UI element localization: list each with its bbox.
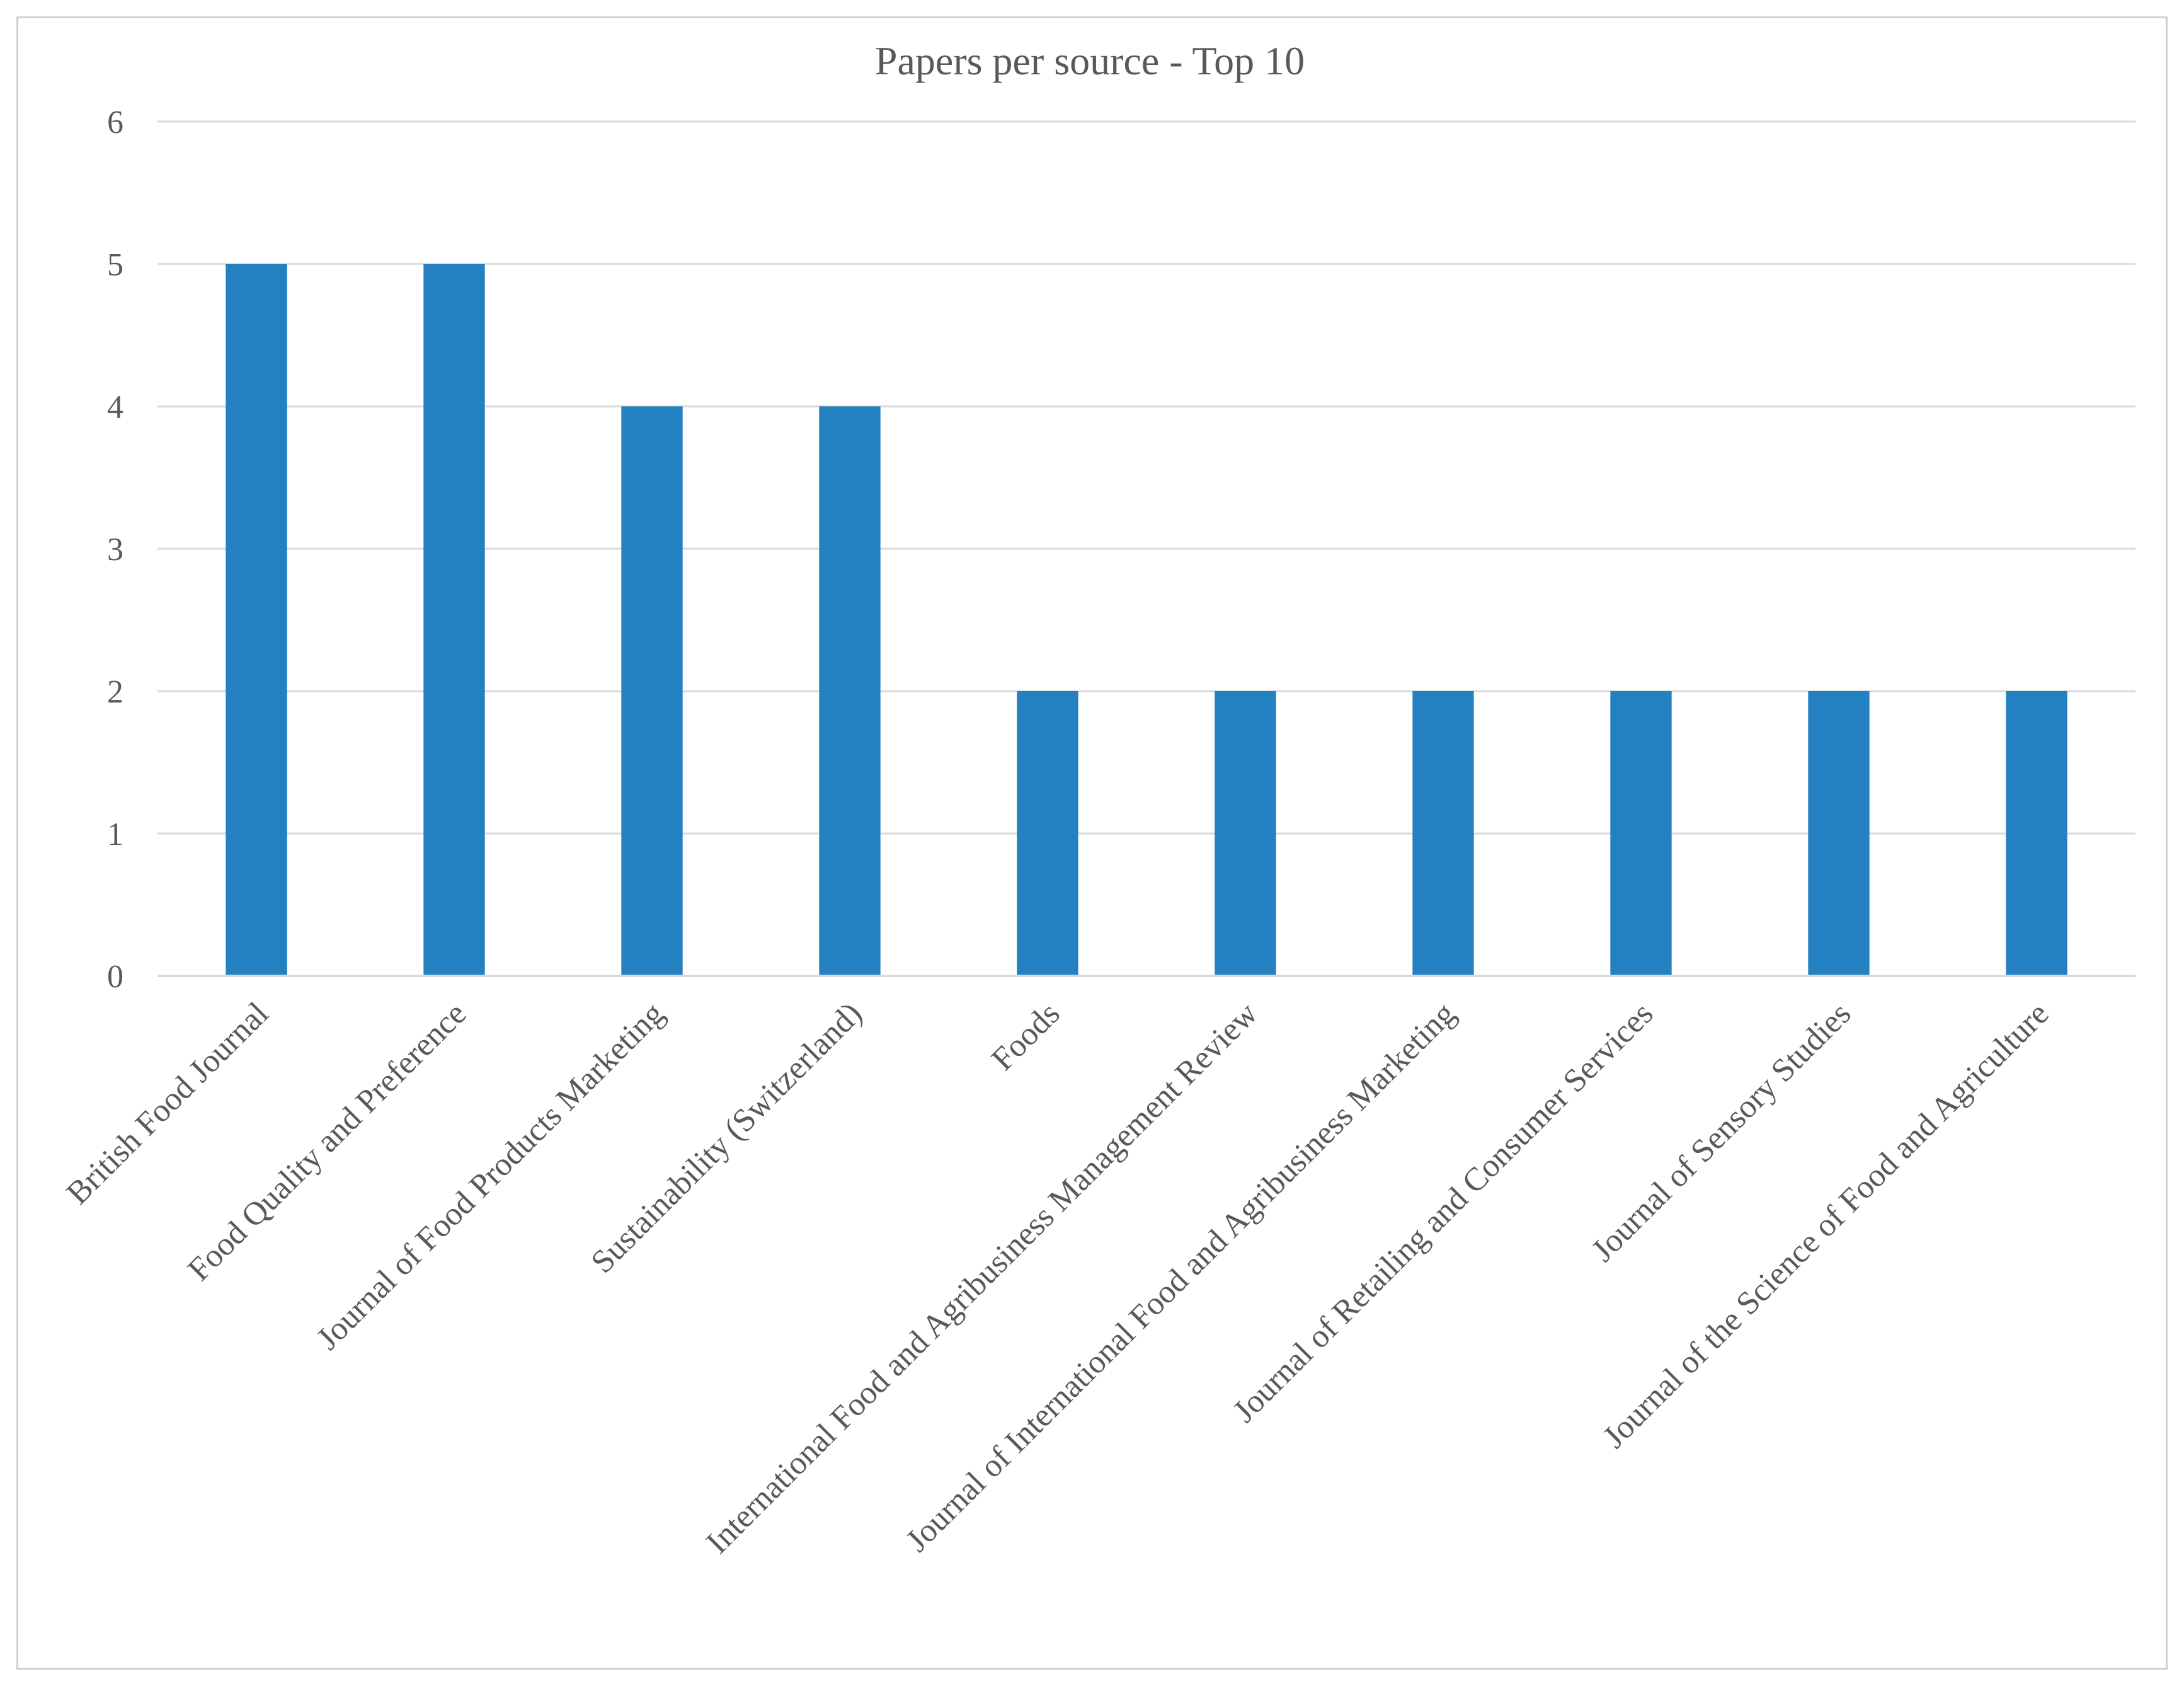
- x-tick-label: Journal of the Science of Food and Agric…: [1596, 995, 2056, 1455]
- bar: [2006, 691, 2067, 976]
- y-tick-label: 6: [107, 105, 123, 140]
- bar: [1412, 691, 1474, 976]
- y-axis-tick-labels: 0 1 2 3 4 5 6: [107, 105, 123, 995]
- bar: [621, 406, 683, 976]
- bar: [1017, 691, 1078, 976]
- bar: [1808, 691, 1870, 976]
- bar: [423, 264, 485, 976]
- y-tick-label: 5: [107, 247, 123, 283]
- bar: [1215, 691, 1276, 976]
- bar: [226, 264, 287, 976]
- y-tick-label: 3: [107, 532, 123, 568]
- x-tick-label: Journal of Retailing and Consumer Servic…: [1226, 995, 1661, 1430]
- x-tick-label: Journal of Food Products Marketing: [310, 995, 671, 1356]
- bar: [1610, 691, 1672, 976]
- gridlines: [157, 120, 2135, 835]
- y-tick-label: 1: [107, 817, 123, 852]
- x-tick-label: Foods: [985, 995, 1066, 1077]
- y-tick-label: 2: [107, 674, 123, 710]
- y-tick-label: 0: [107, 959, 123, 995]
- bars: [226, 264, 2067, 976]
- bar: [819, 406, 881, 976]
- chart-title: Papers per source - Top 10: [875, 38, 1305, 83]
- x-tick-label: British Food Journal: [60, 995, 276, 1212]
- y-tick-label: 4: [107, 389, 123, 425]
